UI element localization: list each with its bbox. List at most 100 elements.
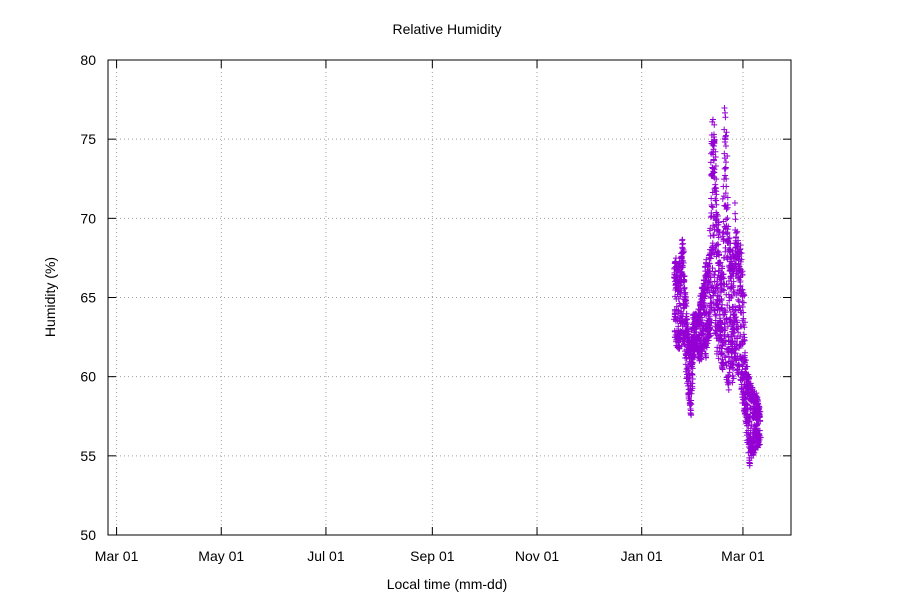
- data-point: [752, 392, 759, 399]
- data-point: [735, 296, 742, 303]
- data-point: [746, 375, 753, 382]
- x-axis-title: Local time (mm-dd): [387, 576, 508, 592]
- data-point: [713, 328, 720, 335]
- data-point: [711, 121, 718, 128]
- data-point: [711, 232, 718, 239]
- data-point: [715, 241, 722, 248]
- data-point: [681, 341, 688, 348]
- data-point: [706, 260, 713, 267]
- data-point: [689, 365, 696, 372]
- data-point: [722, 143, 729, 150]
- x-tick-label: Mar 01: [95, 548, 139, 564]
- data-point: [710, 131, 717, 138]
- data-point: [724, 201, 731, 208]
- data-point: [731, 200, 738, 207]
- data-point: [717, 317, 724, 324]
- data-point: [731, 345, 738, 352]
- x-tick-label: May 01: [198, 548, 244, 564]
- data-point: [729, 293, 736, 300]
- data-point: [740, 315, 747, 322]
- data-point: [686, 402, 693, 409]
- data-point: [730, 360, 737, 367]
- x-tick-label: Jan 01: [621, 548, 663, 564]
- grid: [108, 60, 791, 535]
- data-point: [680, 272, 687, 279]
- data-point: [689, 359, 696, 366]
- data-point: [743, 400, 750, 407]
- data-point: [707, 225, 714, 232]
- data-point: [732, 314, 739, 321]
- data-point: [741, 324, 748, 331]
- data-point: [723, 216, 730, 223]
- data-point: [687, 407, 694, 414]
- data-point: [742, 394, 749, 401]
- data-point: [746, 460, 753, 467]
- data-point: [719, 195, 726, 202]
- data-point: [713, 209, 720, 216]
- data-point: [702, 292, 709, 299]
- data-point: [718, 297, 725, 304]
- data-point: [734, 319, 741, 326]
- data-point: [733, 341, 740, 348]
- data-point: [713, 201, 720, 208]
- data-point: [722, 159, 729, 166]
- data-point: [740, 309, 747, 316]
- y-tick-label: 55: [80, 448, 96, 464]
- data-point: [748, 386, 755, 393]
- data-point: [675, 295, 682, 302]
- data-point: [709, 265, 716, 272]
- data-point: [714, 212, 721, 219]
- data-point: [756, 436, 763, 443]
- data-point: [721, 105, 728, 112]
- axis-ticks: 50 55 60 65 70 75 80 Mar 01 May 01 Jul 01 Sep 01 No…: [80, 52, 791, 564]
- data-point: [712, 153, 719, 160]
- data-point: [721, 333, 728, 340]
- data-point: [721, 287, 728, 294]
- x-tick-label: Sep 01: [410, 548, 455, 564]
- data-point: [723, 175, 730, 182]
- data-point: [675, 342, 682, 349]
- data-point: [698, 356, 705, 363]
- data-point: [720, 271, 727, 278]
- data-point: [683, 303, 690, 310]
- data-point: [732, 216, 739, 223]
- data-point: [678, 255, 685, 262]
- data-point: [678, 329, 685, 336]
- data-point: [712, 148, 719, 155]
- y-tick-label: 60: [80, 369, 96, 385]
- data-point: [680, 286, 687, 293]
- chart-title: Relative Humidity: [393, 21, 502, 37]
- data-point: [739, 286, 746, 293]
- data-point: [682, 361, 689, 368]
- data-point: [708, 203, 715, 210]
- data-point: [713, 283, 720, 290]
- data-point: [683, 310, 690, 317]
- data-point: [706, 316, 713, 323]
- data-point: [735, 237, 742, 244]
- data-point: [714, 292, 721, 299]
- data-point: [684, 326, 691, 333]
- data-point: [713, 312, 720, 319]
- data-point: [722, 165, 729, 172]
- data-points: [670, 105, 764, 469]
- data-point: [689, 371, 696, 378]
- data-point: [742, 395, 749, 402]
- data-point: [712, 181, 719, 188]
- data-point: [685, 367, 692, 374]
- data-point: [726, 234, 733, 241]
- data-point: [719, 286, 726, 293]
- data-point: [703, 344, 710, 351]
- data-point: [734, 326, 741, 333]
- data-point: [688, 397, 695, 404]
- data-point: [729, 372, 736, 379]
- data-point: [715, 231, 722, 238]
- x-tick-label: Mar 01: [721, 548, 765, 564]
- data-point: [686, 337, 693, 344]
- y-tick-label: 75: [80, 131, 96, 147]
- data-point: [742, 357, 749, 364]
- x-tick-label: Nov 01: [515, 548, 560, 564]
- data-point: [722, 109, 729, 116]
- data-point: [722, 132, 729, 139]
- data-point: [681, 277, 688, 284]
